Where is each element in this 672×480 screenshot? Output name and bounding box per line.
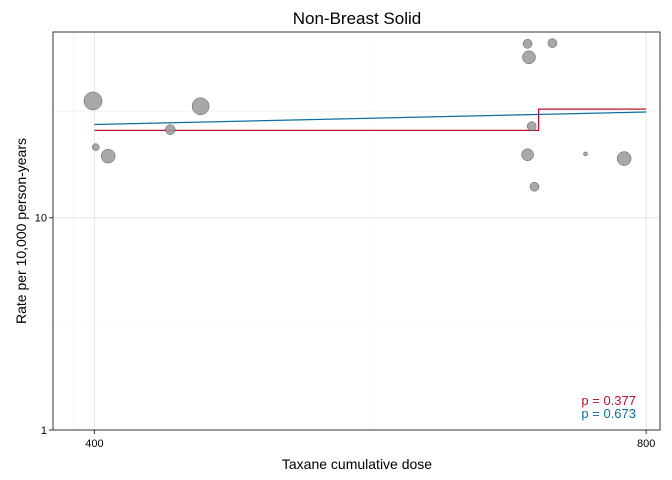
- data-point: [616, 151, 632, 166]
- data-point: [522, 50, 536, 65]
- p-value-annotation: p = 0.377: [581, 393, 636, 408]
- data-point: [522, 39, 533, 49]
- points-layer: [83, 38, 632, 192]
- data-point: [526, 121, 537, 131]
- data-point: [547, 38, 558, 48]
- y-tick-label: 10: [35, 213, 47, 225]
- chart-title: Non-Breast Solid: [293, 9, 422, 28]
- series-line-2: [94, 111, 647, 126]
- y-axis-title: Rate per 10,000 person-years: [13, 138, 29, 324]
- data-point: [100, 148, 116, 164]
- x-tick-label: 400: [85, 438, 103, 450]
- ticks-layer: 400 800 1 10: [35, 213, 656, 450]
- series-layer: [94, 108, 647, 132]
- series-line-1: [94, 108, 647, 132]
- data-point: [191, 97, 210, 116]
- y-tick-label: 1: [41, 425, 47, 437]
- p-value-annotation: p = 0.673: [581, 406, 636, 421]
- x-tick-label: 800: [637, 438, 655, 450]
- data-point: [583, 151, 588, 157]
- x-axis-title: Taxane cumulative dose: [282, 456, 432, 472]
- data-point: [165, 124, 176, 135]
- data-point: [529, 181, 540, 192]
- data-point: [521, 148, 534, 162]
- panel-border: [52, 31, 661, 431]
- data-point: [92, 143, 100, 151]
- data-point: [83, 91, 103, 111]
